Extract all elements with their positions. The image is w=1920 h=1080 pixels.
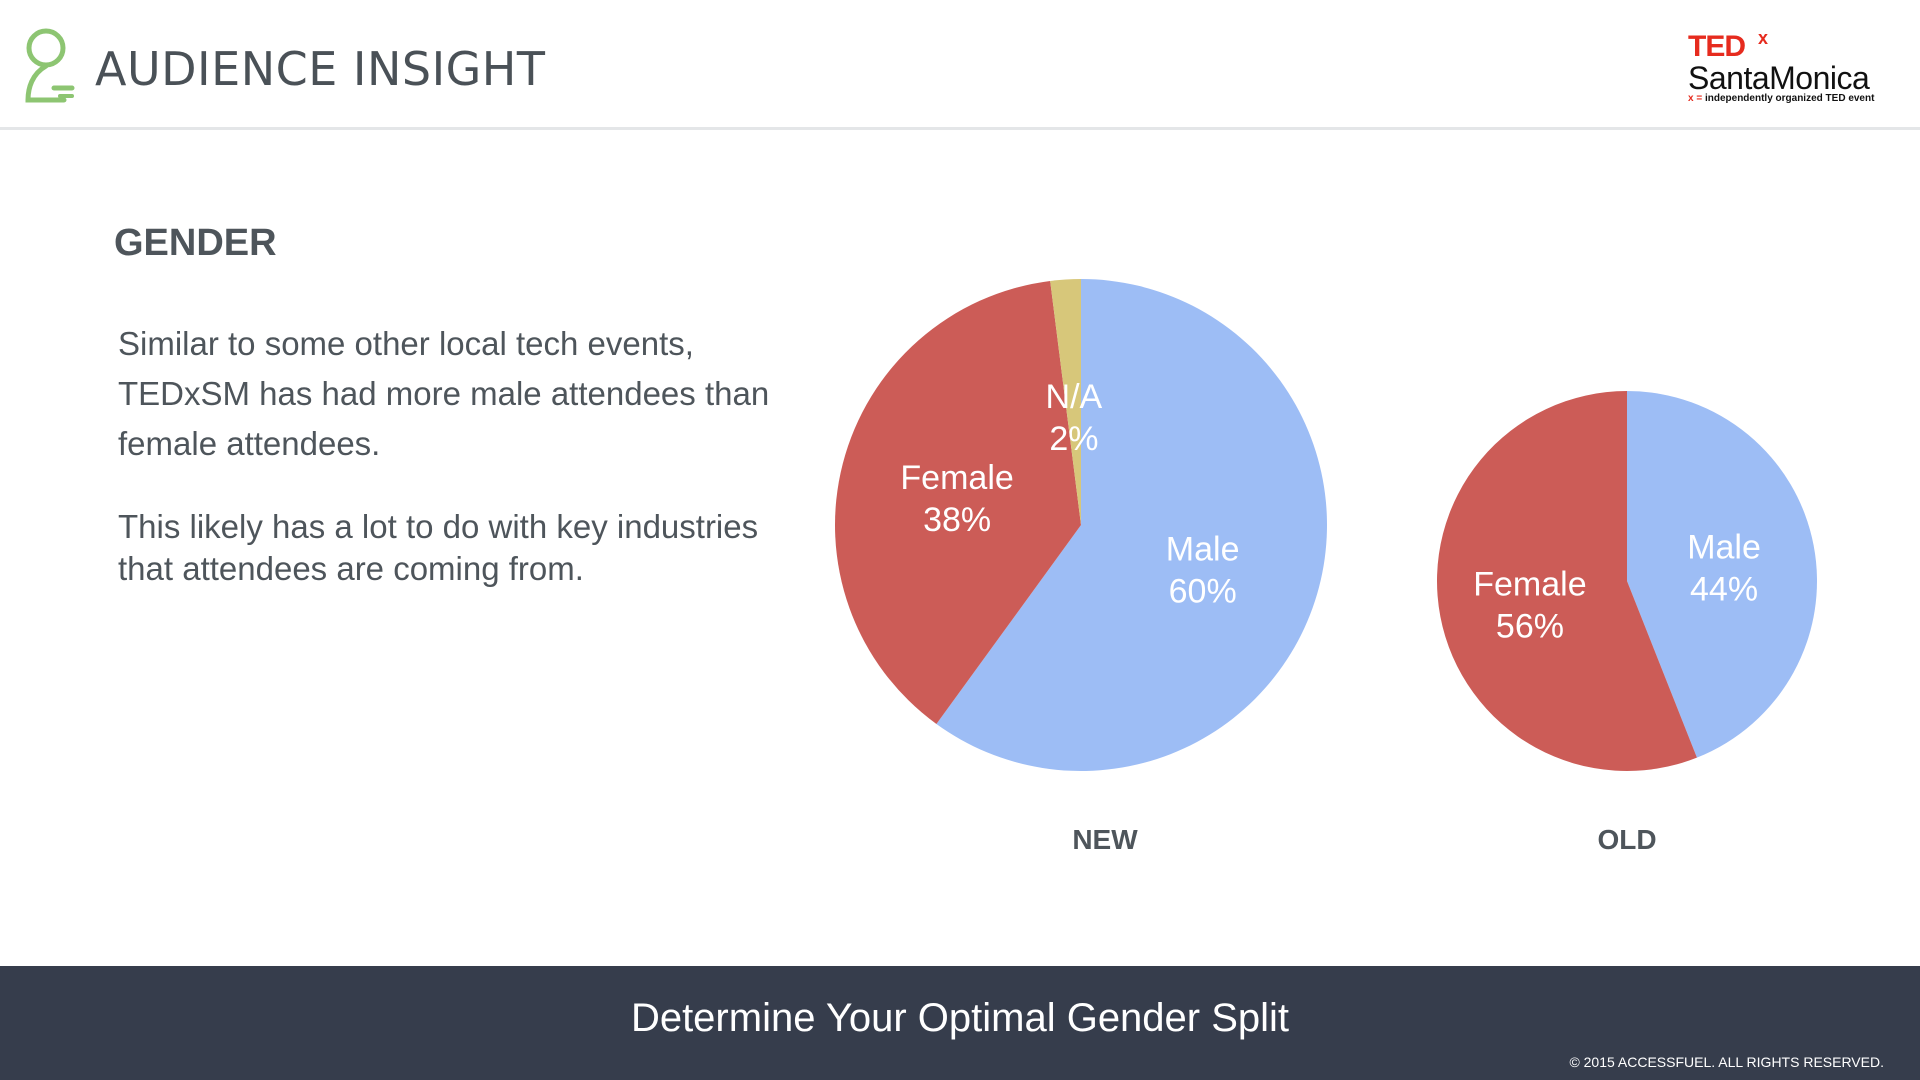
pie-label-male-new: Male <box>1166 531 1240 569</box>
footer-title: Determine Your Optimal Gender Split <box>630 996 1290 1040</box>
pie-value-male-old: 44% <box>1690 570 1758 608</box>
tedx-tagline-text: independently organized TED event <box>1704 93 1875 104</box>
pie-label-na-new: N/A <box>1046 378 1103 416</box>
pie-label-female-old: Female <box>1473 566 1586 604</box>
pie-slice-male-new <box>936 279 1328 772</box>
pie-label-female-new: Female <box>900 459 1013 497</box>
tedx-logo-tagline: x = independently organized TED event <box>1688 93 1874 104</box>
person-outline-icon <box>25 28 75 103</box>
description-paragraph-1: Similar to some other local tech events,… <box>118 325 770 462</box>
pie-value-na-new: 2% <box>1049 420 1098 458</box>
description-paragraph-2: This likely has a lot to do with key ind… <box>118 508 759 587</box>
pie-label-male-old: Male <box>1687 528 1761 566</box>
footer: Determine Your Optimal Gender Split © 20… <box>0 966 1920 1080</box>
tedx-logo-x: x <box>1758 28 1769 48</box>
section-title: GENDER <box>114 222 277 264</box>
pie-caption-new: NEW <box>1072 824 1138 855</box>
pie-slice-female-new <box>835 280 1081 725</box>
tedx-logo-ted: TED <box>1688 30 1746 63</box>
page-title: AUDIENCE INSIGHT <box>95 42 546 96</box>
pie-value-female-old: 56% <box>1496 608 1564 646</box>
pie-caption-old: OLD <box>1597 824 1656 855</box>
pie-value-female-new: 38% <box>923 501 991 539</box>
pie-value-male-new: 60% <box>1169 573 1237 611</box>
header: AUDIENCE INSIGHT TED x SantaMonica x = i… <box>0 0 1920 130</box>
tedx-santamonica-logo[interactable]: TED x SantaMonica x = independently orga… <box>1680 28 1880 110</box>
pie-slice-male-old <box>1627 391 1818 758</box>
copyright-notice: © 2015 ACCESSFUEL. ALL RIGHTS RESERVED. <box>1569 1054 1884 1070</box>
tedx-tagline-x: x = <box>1688 93 1703 104</box>
pie-slice-female-old <box>1437 391 1697 771</box>
pie-slice-na-new <box>1050 279 1081 525</box>
gender-pie-charts: Male 60% Female 38% N/A 2% NEW Male 44% Female 56%… <box>835 279 1818 855</box>
tedx-logo-city: SantaMonica <box>1688 60 1870 96</box>
